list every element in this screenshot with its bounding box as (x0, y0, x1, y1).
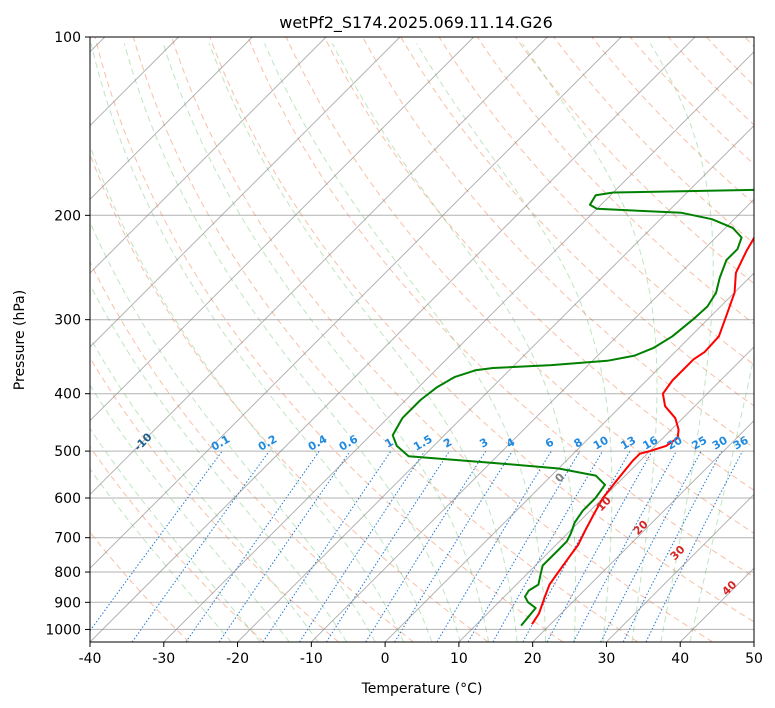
isotherm-gridline (237, 124, 754, 642)
mixing-ratio-line (185, 450, 320, 642)
mixing-ratio-line (325, 450, 450, 642)
plot-frame (89, 36, 755, 643)
dry-adiabat (629, 37, 754, 165)
moist-adiabat (123, 43, 461, 642)
x-tick-label: -30 (152, 651, 175, 667)
moist-adiabat (90, 220, 376, 642)
moist-adiabat (90, 468, 232, 642)
y-tick-label: 400 (54, 387, 81, 403)
moist-adiabat (90, 144, 404, 642)
mixing-ratio-line (394, 450, 513, 642)
mixing-ratio-line (218, 450, 351, 642)
x-tick-label: -20 (226, 651, 249, 667)
mixing-ratio-line (573, 450, 677, 642)
mixing-ratio-line (492, 450, 604, 642)
isotherm-gridline (163, 51, 754, 642)
dry-adiabat (553, 37, 754, 245)
isotherm-gridline (753, 641, 754, 642)
dry-adiabat (247, 37, 754, 578)
mixing-ratio-line (131, 450, 270, 642)
series-layer (391, 188, 754, 627)
mixing-ratio-line (365, 450, 487, 642)
isotherm-gridline (310, 198, 754, 642)
mixing-ratio-line (645, 450, 743, 642)
plot-area (90, 37, 754, 642)
x-tick-label: 10 (450, 651, 468, 667)
x-tick-label: 0 (381, 651, 390, 667)
isotherm-gridline (90, 37, 475, 422)
x-tick-label: -10 (300, 651, 323, 667)
x-axis-title: Temperature (°C) (361, 681, 483, 697)
moist-adiabat (90, 43, 433, 642)
mixing-ratio-line (600, 450, 702, 642)
y-axis-title: Pressure (hPa) (12, 290, 28, 390)
y-tick-label: 800 (54, 565, 81, 581)
y-tick-label: 500 (54, 444, 81, 460)
y-tick-label: 600 (54, 491, 81, 507)
moist-adiabat (649, 43, 714, 642)
x-tick-label: 50 (745, 651, 763, 667)
moist-adiabat (90, 336, 319, 642)
x-tick-label: -40 (79, 651, 102, 667)
mixing-ratio-line (299, 450, 426, 642)
moist-adiabat (331, 43, 576, 642)
dry-adiabat (209, 37, 754, 623)
dry-adiabat (438, 37, 754, 366)
isotherm-gridline (90, 37, 696, 642)
isotherm-gridline (90, 37, 548, 496)
dry-adiabat (132, 37, 639, 642)
isotherm-gridline (90, 37, 253, 201)
mixing-ratio-line (622, 450, 723, 642)
temperature-profile (531, 235, 754, 625)
y-tick-label: 300 (54, 313, 81, 329)
x-tick-label: 30 (598, 651, 616, 667)
isotherm-gridline (90, 37, 401, 348)
isotherm-gridline (606, 493, 754, 642)
isotherm-gridline (458, 346, 754, 642)
moist-adiabat (208, 43, 518, 642)
isotherm-gridline (90, 37, 622, 569)
y-tick-label: 100 (54, 30, 81, 46)
dry-adiabat (94, 37, 564, 642)
mixing-ratio-line (90, 450, 223, 632)
y-tick-label: 1000 (45, 622, 81, 638)
moist-adiabat (90, 384, 290, 642)
y-tick-label: 700 (54, 531, 81, 547)
dry-adiabat (323, 37, 754, 491)
dry-adiabat (515, 37, 754, 285)
x-tick-label: 20 (524, 651, 542, 667)
moist-adiabat (90, 427, 261, 642)
dewpoint-profile (391, 188, 754, 627)
y-tick-label: 200 (54, 208, 81, 224)
moist-adiabat (90, 283, 348, 642)
dry-adiabat (90, 446, 265, 642)
dry-adiabat (90, 260, 414, 642)
moist-adiabat (162, 43, 490, 642)
chart-title: wetPf2_S174.2025.069.11.14.G26 (279, 13, 553, 33)
axis-layer: -40 -30 -20 -10 0 10 20 30 40 50 100 200 300 400 500 60… (45, 30, 763, 667)
x-tick-label: 40 (671, 651, 689, 667)
isotherm-gridline (532, 419, 754, 642)
moist-adiabat (521, 43, 658, 642)
y-tick-label: 900 (54, 595, 81, 611)
moist-adiabat (689, 354, 754, 642)
isotherm-gridline (384, 272, 754, 642)
isotherm-gridline (90, 37, 327, 274)
